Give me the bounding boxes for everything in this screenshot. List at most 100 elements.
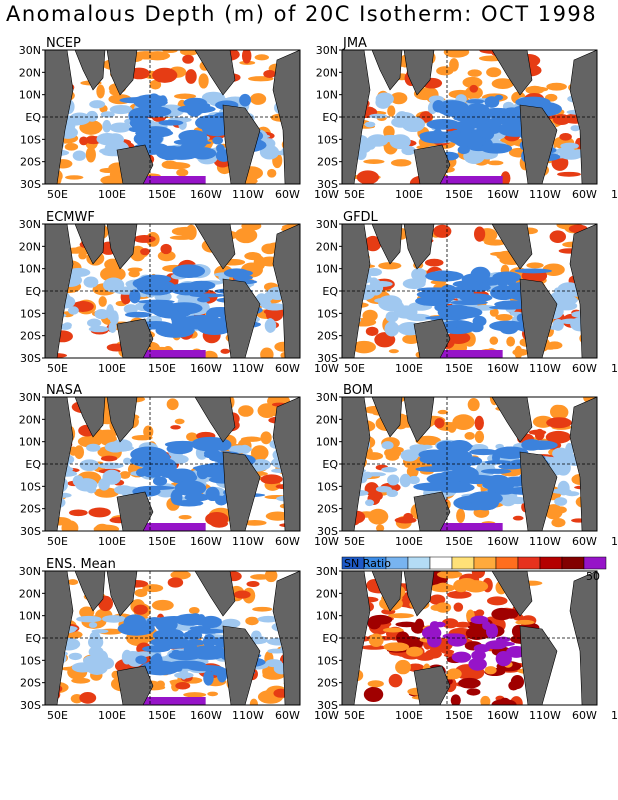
anomaly-patch [152, 476, 168, 486]
anomaly-patch [143, 425, 154, 439]
anomaly-patch [131, 435, 153, 441]
lon-tick-label: 160W [190, 188, 222, 201]
lat-tick-label: 20N [316, 587, 338, 600]
lon-tick-label: 60W [275, 709, 300, 722]
map-svg: ECMWF 30N 20N 10N EQ 10S 20S 30S 50E 100E 150E 160W… [19, 210, 339, 375]
anomaly-patch [557, 171, 581, 177]
lat-tick-label: 10S [20, 654, 41, 667]
lat-tick-label: EQ [322, 632, 338, 645]
anomaly-patch [381, 441, 394, 450]
lon-tick-label: 110W [529, 709, 561, 722]
lat-tick-label: 10S [317, 307, 338, 320]
anomaly-patch [142, 645, 171, 653]
land-mass [403, 571, 435, 617]
anomaly-patch [415, 435, 441, 446]
lon-tick-label: 100E [395, 709, 423, 722]
anomaly-patch [190, 645, 228, 660]
panel-label: ECMWF [46, 210, 95, 225]
anomaly-patch [514, 268, 552, 274]
lat-tick-label: 10N [316, 610, 338, 623]
anomaly-patch [242, 520, 267, 526]
anomaly-patch [555, 301, 578, 311]
land-mass [342, 571, 371, 705]
lon-tick-label: 60W [572, 362, 597, 375]
lat-tick-label: 30N [316, 218, 338, 231]
lat-tick-label: 20S [317, 330, 338, 343]
anomaly-patch [433, 459, 449, 469]
anomaly-patch [141, 350, 206, 358]
lon-tick-label: 150E [445, 535, 473, 548]
lon-tick-label: 60W [275, 535, 300, 548]
map-panel: GFDL 30N 20N 10N EQ 10S 20S 30S 50E 100E 150E 160W 1… [297, 210, 618, 384]
anomaly-patch [141, 176, 206, 184]
anomaly-patch [174, 499, 204, 507]
anomaly-patch [469, 84, 479, 93]
anomaly-patch [485, 640, 508, 650]
anomaly-patch [384, 321, 400, 337]
anomaly-patch [149, 79, 162, 90]
legend-max-label: 50 [586, 570, 600, 583]
land-mass [222, 104, 261, 184]
land-mass [491, 224, 533, 270]
anomaly-patch [68, 112, 91, 126]
map-svg: NCEP 30N 20N 10N EQ 10S 20S 30S 50E 100E 150E 160W 1… [19, 36, 339, 201]
lat-tick-label: 10N [19, 610, 41, 623]
legend-swatch [583, 556, 607, 570]
lon-tick-label: 10W [314, 535, 339, 548]
anomaly-patch [157, 250, 176, 262]
anomaly-patch [434, 417, 445, 429]
anomaly-patch [212, 136, 224, 145]
anomaly-patch [72, 150, 86, 161]
lat-tick-label: 10S [317, 133, 338, 146]
anomaly-patch [565, 442, 574, 458]
anomaly-patch [352, 340, 376, 354]
lat-tick-label: EQ [25, 632, 41, 645]
anomaly-patch [202, 633, 216, 649]
legend-swatch [561, 556, 585, 570]
anomaly-patch [96, 84, 105, 99]
anomaly-patch [187, 664, 224, 672]
anomaly-patch [363, 159, 385, 164]
anomaly-patch [402, 334, 421, 345]
lon-tick-label: 110W [529, 362, 561, 375]
land-mass [116, 144, 154, 184]
anomaly-patch [369, 113, 388, 119]
anomaly-patch [546, 82, 567, 91]
anomaly-patch [375, 95, 391, 109]
anomaly-patch [388, 613, 414, 619]
anomaly-patch [192, 465, 218, 471]
anomaly-patch [130, 446, 168, 463]
lat-tick-label: 20S [317, 677, 338, 690]
anomaly-patch [438, 350, 503, 358]
anomaly-patch [88, 646, 104, 658]
anomaly-patch [250, 93, 267, 105]
anomaly-patch [123, 457, 132, 465]
land-mass [194, 50, 236, 96]
anomaly-patch [446, 331, 471, 344]
land-mass [491, 50, 533, 96]
lon-tick-label: 150E [445, 709, 473, 722]
anomaly-patch [388, 349, 399, 354]
anomaly-patch [515, 619, 535, 625]
anomaly-patch [133, 130, 163, 147]
anomaly-patch [140, 248, 150, 256]
anomaly-patch [464, 432, 475, 440]
anomaly-patch [365, 472, 386, 477]
anomaly-patch [68, 509, 88, 517]
anomaly-patch [178, 514, 192, 520]
lat-tick-label: 20N [19, 587, 41, 600]
anomaly-patch [442, 633, 466, 639]
anomaly-patch [453, 326, 472, 333]
land-mass [413, 665, 451, 705]
anomaly-patch [61, 520, 79, 531]
anomaly-patch [149, 301, 159, 311]
anomaly-patch [429, 647, 439, 654]
anomaly-patch [176, 168, 189, 177]
anomaly-patch [88, 325, 109, 333]
anomaly-patch [489, 336, 499, 345]
anomaly-patch [158, 119, 184, 126]
anomaly-patch [260, 474, 283, 485]
anomaly-patch [557, 282, 581, 296]
anomaly-patch [93, 523, 111, 531]
anomaly-patch [197, 296, 211, 303]
